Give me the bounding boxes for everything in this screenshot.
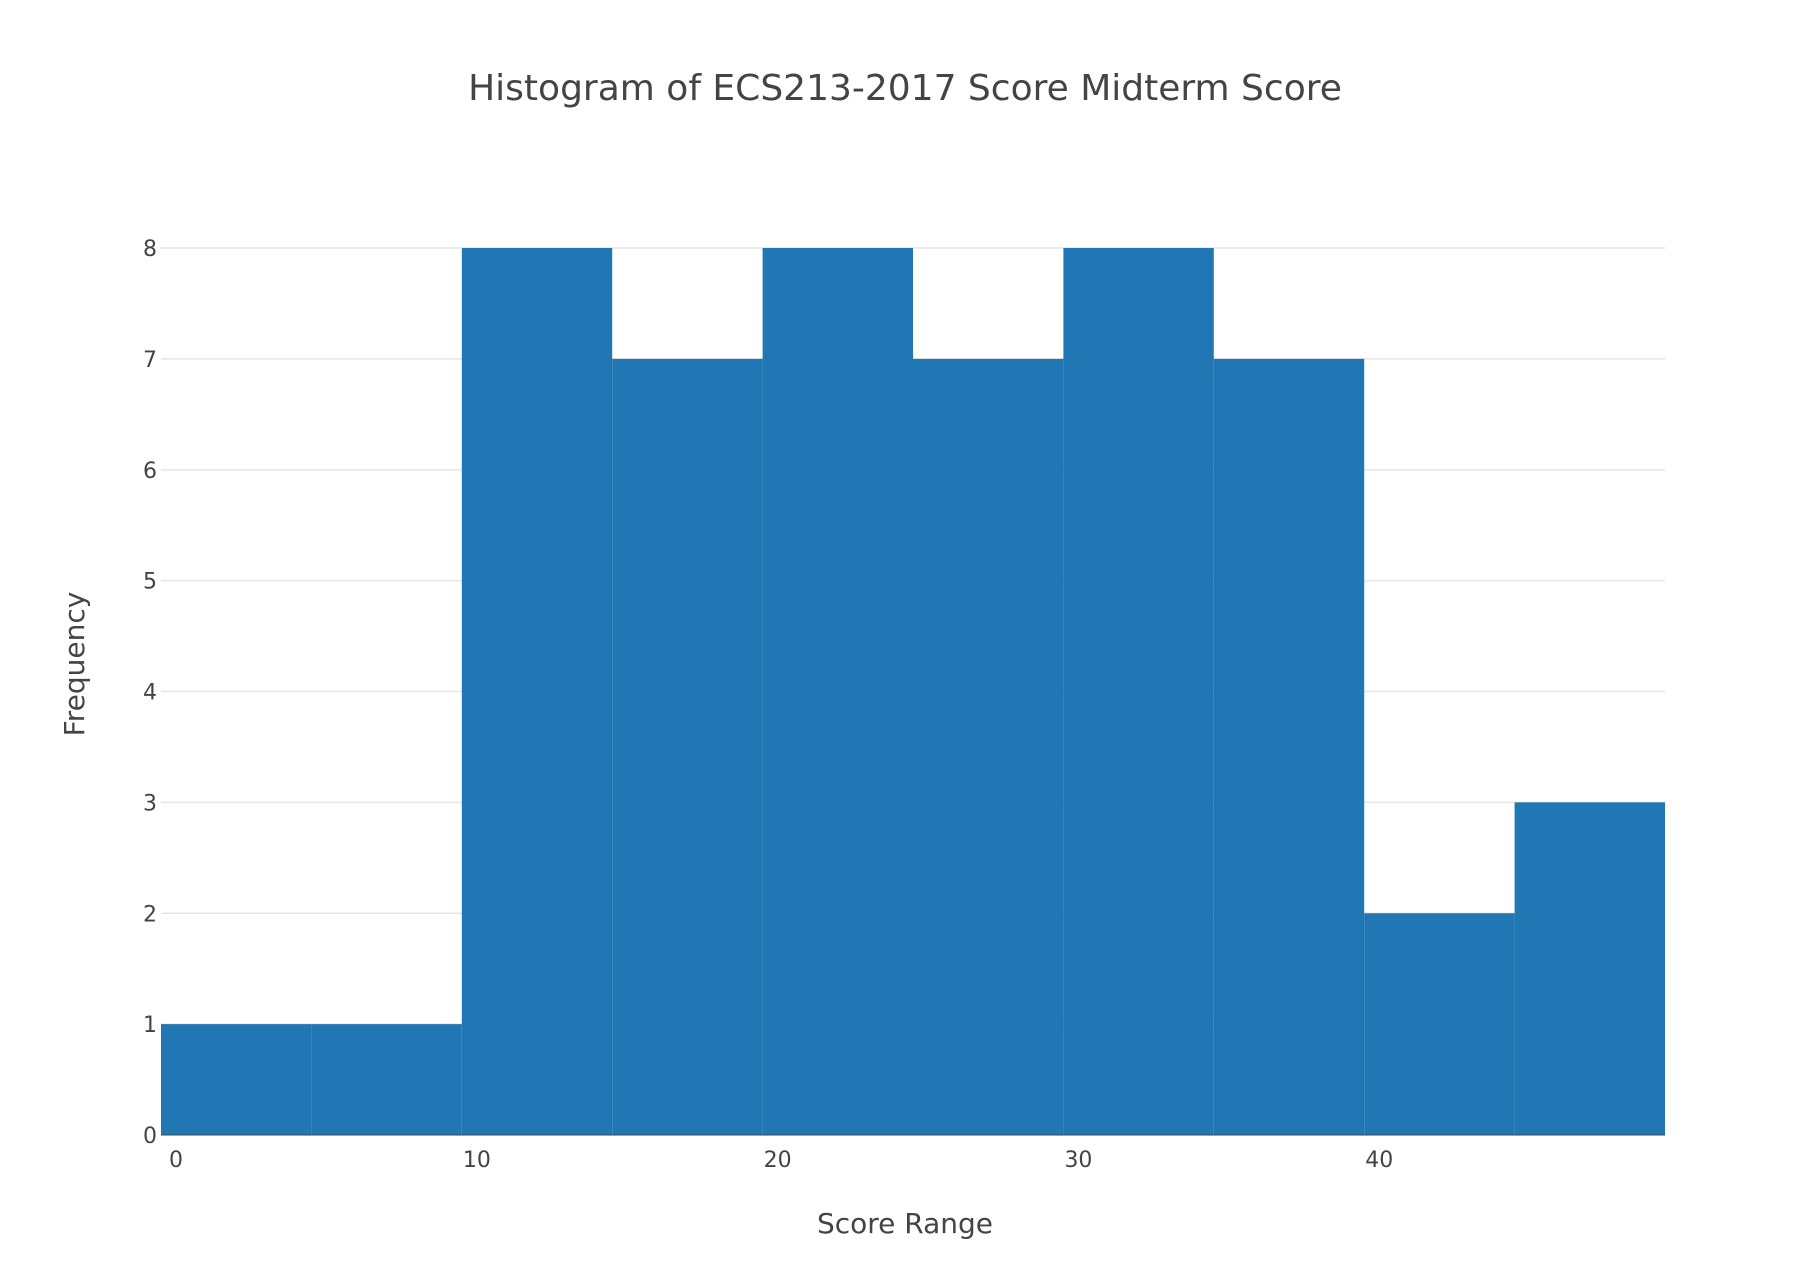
x-tick-label: 20 (764, 1148, 792, 1173)
histogram-bar (1063, 248, 1214, 1135)
y-tick-label: 3 (143, 791, 157, 816)
x-axis-ticks: 0 10 20 30 40 (169, 1148, 1393, 1173)
y-axis-ticks: 0 1 2 3 4 5 6 7 8 (143, 237, 157, 1149)
histogram-bar (762, 248, 913, 1135)
y-tick-label: 1 (143, 1013, 157, 1038)
y-axis-title: Frequency (58, 592, 91, 737)
histogram-bar (1213, 358, 1365, 1135)
chart-title: Histogram of ECS213-2017 Score Midterm S… (468, 68, 1342, 109)
histogram-bar (1364, 913, 1515, 1135)
x-tick-label: 40 (1365, 1148, 1393, 1173)
y-tick-label: 2 (143, 902, 157, 927)
histogram-bar (461, 248, 613, 1135)
histogram-bar (311, 1024, 462, 1135)
x-tick-label: 10 (463, 1148, 491, 1173)
y-tick-label: 6 (143, 459, 157, 484)
histogram-bar (913, 358, 1064, 1135)
x-axis-title: Score Range (817, 1207, 993, 1240)
y-tick-label: 4 (143, 681, 157, 706)
y-tick-label: 0 (143, 1124, 157, 1149)
histogram-bar (1514, 802, 1665, 1135)
x-tick-label: 30 (1064, 1148, 1092, 1173)
histogram-bar (612, 358, 763, 1135)
y-tick-label: 7 (143, 348, 157, 373)
y-tick-label: 8 (143, 237, 157, 262)
bars (161, 248, 1665, 1136)
histogram-bar (161, 1024, 312, 1135)
x-tick-label: 0 (169, 1148, 183, 1173)
y-tick-label: 5 (143, 570, 157, 595)
